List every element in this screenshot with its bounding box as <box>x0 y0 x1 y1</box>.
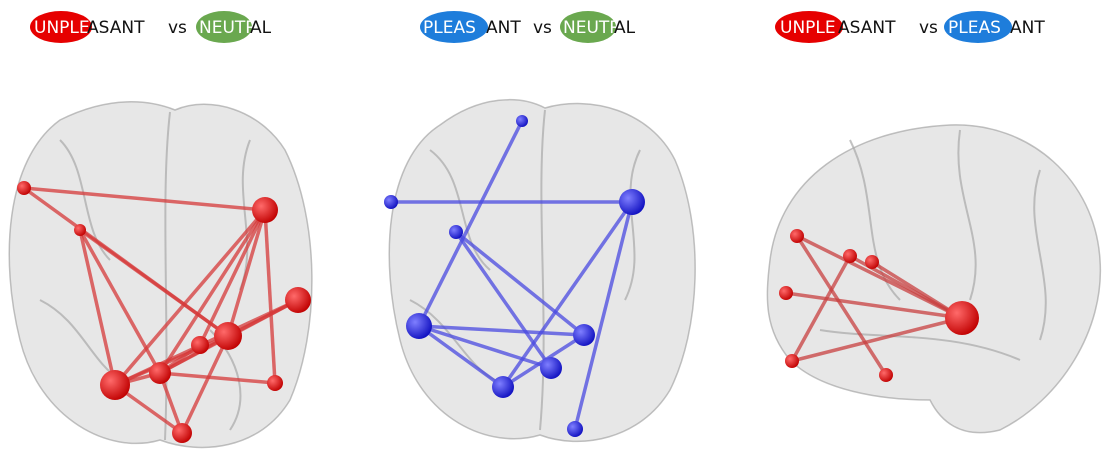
node <box>843 249 857 263</box>
brain-fold <box>819 129 1047 361</box>
highlight-oval <box>30 11 92 43</box>
node <box>449 225 463 239</box>
connection <box>78 229 162 374</box>
connection <box>417 324 505 389</box>
brain-top-view <box>388 99 696 443</box>
connection <box>159 371 276 385</box>
connection <box>23 186 266 212</box>
panel-title: UNPLE ASANT vs PLEAS ANT <box>775 11 1045 43</box>
connection <box>417 120 524 327</box>
highlight-oval <box>420 11 488 43</box>
node <box>149 362 171 384</box>
node <box>267 375 283 391</box>
connection <box>785 291 963 320</box>
node <box>214 322 242 350</box>
node <box>285 287 311 313</box>
node <box>540 357 562 379</box>
connection <box>795 235 888 376</box>
connection <box>113 208 267 387</box>
node <box>516 115 528 127</box>
brain-top-view <box>8 101 313 449</box>
highlight-oval <box>196 11 252 43</box>
connection <box>454 230 586 337</box>
node <box>879 368 893 382</box>
title-text: vs <box>919 18 938 38</box>
title-highlight: NEUTR <box>563 18 621 38</box>
title-highlight: UNPLE <box>780 18 836 38</box>
node <box>567 421 583 437</box>
title-text: AL <box>250 18 272 38</box>
node <box>17 181 31 195</box>
highlight-oval <box>775 11 843 43</box>
node <box>172 423 192 443</box>
connection <box>158 209 267 374</box>
node <box>252 197 278 223</box>
connection <box>198 209 267 346</box>
brain-fold <box>39 111 251 441</box>
title-highlight: PLEAS <box>948 18 1001 38</box>
highlight-oval <box>944 11 1012 43</box>
node <box>779 286 793 300</box>
title-text: vs <box>168 18 187 38</box>
node <box>619 189 645 215</box>
node <box>785 354 799 368</box>
brain-outline <box>8 101 313 449</box>
brain-fold <box>409 109 641 431</box>
connection <box>180 335 230 434</box>
connection <box>501 200 634 389</box>
connection <box>263 209 277 384</box>
title-text: AL <box>614 18 636 38</box>
node <box>74 224 86 236</box>
title-text: ANT <box>486 18 521 38</box>
connection <box>418 324 552 370</box>
connection <box>78 228 230 338</box>
connection <box>226 209 267 337</box>
node <box>573 324 595 346</box>
connection <box>454 230 553 370</box>
title-text: ASANT <box>87 18 145 38</box>
connection <box>791 316 963 363</box>
connection <box>418 324 585 337</box>
node <box>492 376 514 398</box>
brain-outline <box>766 124 1102 434</box>
connection <box>790 255 852 362</box>
node <box>865 255 879 269</box>
title-text: ANT <box>1010 18 1045 38</box>
connection <box>114 334 229 387</box>
node <box>790 229 804 243</box>
networks <box>17 115 979 443</box>
panel-title: UNPLE ASANT vs NEUTR AL <box>30 11 272 43</box>
connection <box>78 229 117 386</box>
title-highlight: PLEAS <box>423 18 476 38</box>
node <box>384 195 398 209</box>
title-highlight: NEUTR <box>199 18 257 38</box>
connection <box>573 201 634 430</box>
brain-side-view <box>766 124 1102 434</box>
connection <box>871 260 963 320</box>
node <box>945 301 979 335</box>
panel-title: PLEAS ANT vs NEUTR AL <box>420 11 636 43</box>
title-text: ASANT <box>838 18 896 38</box>
title-text: vs <box>533 18 552 38</box>
node <box>100 370 130 400</box>
title-highlight: UNPLE <box>34 18 90 38</box>
highlight-oval <box>560 11 616 43</box>
node <box>406 313 432 339</box>
node <box>191 336 209 354</box>
